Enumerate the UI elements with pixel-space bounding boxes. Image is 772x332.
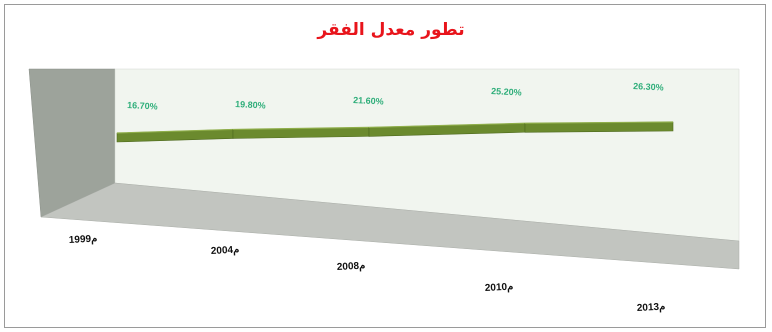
x-tick-label: م2008	[337, 261, 366, 273]
floor	[40, 182, 740, 270]
data-label: 19.80%	[235, 99, 266, 111]
x-tick-label: م1999	[69, 234, 98, 246]
data-labels: 16.70% 19.80% 21.60% 25.20% 26.30%	[127, 81, 664, 112]
data-label: 21.60%	[353, 95, 384, 107]
series-segment-highlight	[116, 128, 234, 134]
series-segment-highlight	[368, 122, 526, 128]
data-label: 26.30%	[633, 81, 664, 93]
chart-area: تطور معدل الفقر 16.70% 19.80% 21.60% 25.20%…	[4, 4, 766, 328]
category-axis-labels: م1999 م2004 م2008 م2010 م2013	[69, 234, 666, 314]
chart-title: تطور معدل الفقر	[316, 20, 464, 40]
series-layer	[116, 121, 674, 143]
x-tick-label: م2013	[637, 302, 666, 314]
x-tick-label: م2010	[485, 282, 514, 294]
chart-canvas: تطور معدل الفقر 16.70% 19.80% 21.60% 25.20%…	[28, 20, 740, 314]
data-label: 25.20%	[491, 86, 522, 98]
series-segment-highlight	[232, 126, 370, 131]
series-segment-highlight	[524, 121, 674, 124]
x-tick-label: م2004	[211, 245, 240, 257]
data-label: 16.70%	[127, 100, 158, 112]
